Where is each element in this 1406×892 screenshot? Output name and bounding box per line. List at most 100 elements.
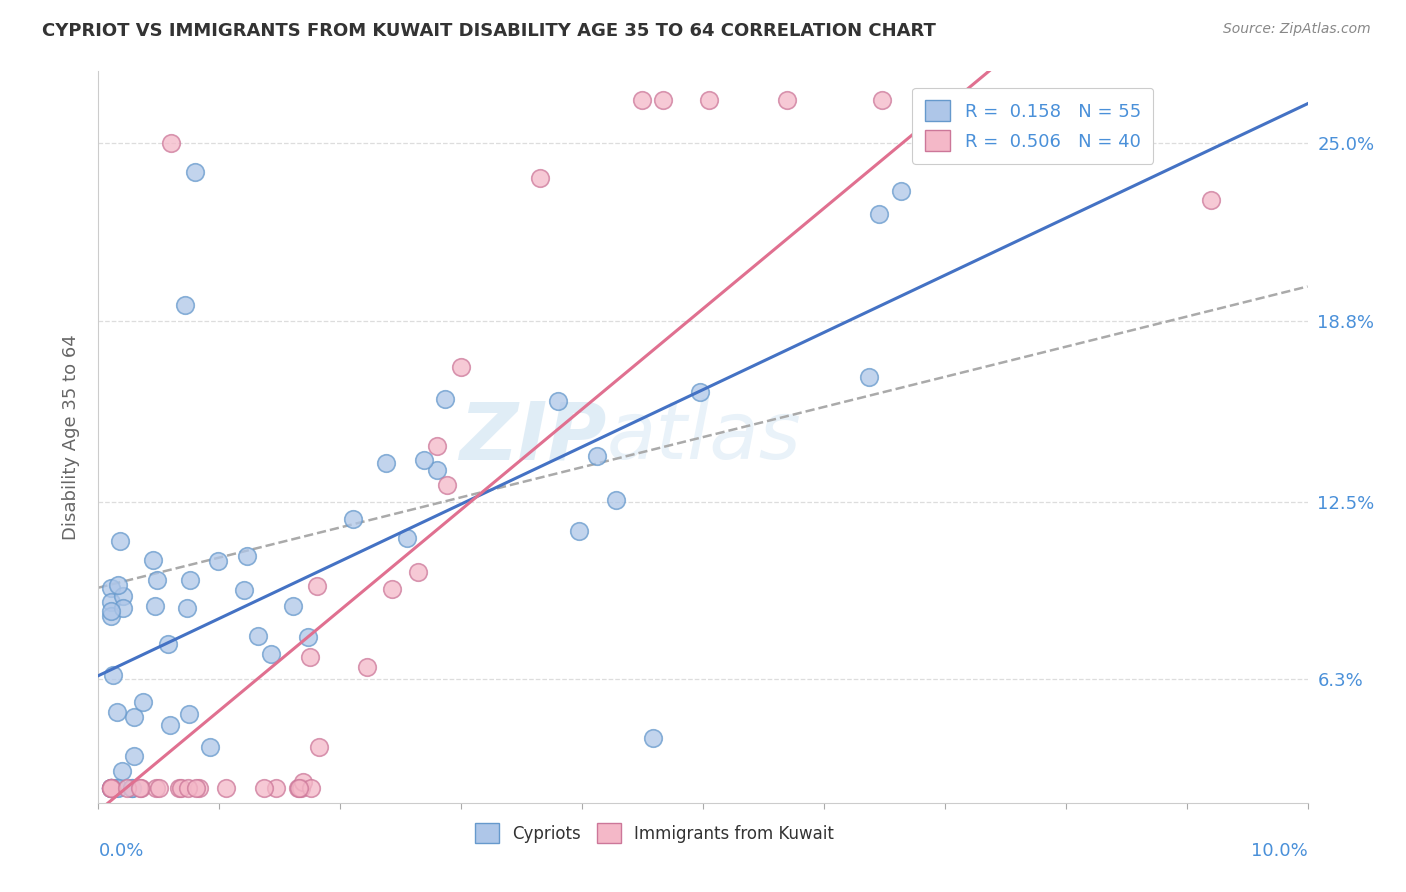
Point [176,601,198,615]
Point [100,781,122,796]
Text: CYPRIOT VS IMMIGRANTS FROM KUWAIT DISABILITY AGE 35 TO 64 CORRELATION CHART: CYPRIOT VS IMMIGRANTS FROM KUWAIT DISABI… [42,22,936,40]
Point [697,93,720,107]
Point [342,512,364,526]
Point [375,456,398,470]
Point [298,649,321,664]
Point [184,165,207,179]
Point [356,660,378,674]
Point [260,647,283,661]
Point [253,781,276,796]
Point [107,578,129,592]
Point [108,534,131,549]
Point [1199,194,1222,208]
Point [605,493,627,508]
Point [689,384,711,399]
Point [547,394,569,409]
Point [299,781,322,796]
Point [529,170,551,185]
Point [207,553,229,567]
Point [131,694,153,708]
Point [236,549,259,564]
Point [215,781,238,796]
Point [264,781,287,796]
Point [281,599,304,614]
Y-axis label: Disability Age 35 to 64: Disability Age 35 to 64 [62,334,80,540]
Text: atlas: atlas [606,398,801,476]
Point [101,668,124,682]
Point [145,781,167,796]
Point [776,93,799,107]
Point [100,781,122,796]
Point [434,392,457,406]
Point [198,739,221,754]
Point [143,599,166,614]
Point [585,450,607,464]
Point [170,781,193,796]
Point [188,781,211,796]
Point [157,637,180,651]
Point [652,93,675,107]
Point [110,764,132,779]
Point [631,93,654,107]
Point [1132,93,1154,107]
Point [177,781,200,796]
Point [100,781,122,796]
Text: 10.0%: 10.0% [1251,842,1308,860]
Point [111,600,134,615]
Point [100,781,122,796]
Text: ZIP: ZIP [458,398,606,476]
Point [568,524,591,538]
Point [121,781,143,796]
Point [146,573,169,587]
Point [396,532,419,546]
Point [233,582,256,597]
Point [148,781,170,796]
Point [129,781,152,796]
Point [426,439,449,453]
Point [100,781,122,796]
Point [100,595,122,609]
Point [406,565,429,579]
Text: 0.0%: 0.0% [98,842,143,860]
Point [307,579,329,593]
Point [868,207,890,221]
Point [247,629,270,643]
Point [100,581,122,595]
Point [890,184,912,198]
Point [169,781,191,796]
Point [380,582,402,597]
Point [436,478,458,492]
Point [129,781,152,796]
Point [174,298,197,312]
Point [142,552,165,566]
Point [100,781,122,796]
Point [288,781,311,796]
Point [115,781,138,796]
Point [100,781,122,796]
Point [186,781,208,796]
Point [290,781,312,796]
Point [159,717,181,731]
Point [426,463,449,477]
Point [308,739,330,754]
Point [413,452,436,467]
Point [105,706,128,720]
Point [100,781,122,796]
Point [297,630,319,644]
Point [122,710,145,724]
Text: Source: ZipAtlas.com: Source: ZipAtlas.com [1223,22,1371,37]
Point [107,781,129,796]
Point [179,573,201,587]
Point [177,707,200,722]
Point [111,589,134,603]
Point [122,748,145,763]
Point [104,781,127,796]
Point [643,731,665,745]
Point [100,609,122,624]
Point [287,781,309,796]
Point [160,136,183,150]
Legend: Cypriots, Immigrants from Kuwait: Cypriots, Immigrants from Kuwait [468,817,841,849]
Point [858,370,880,384]
Point [870,93,893,107]
Point [292,774,315,789]
